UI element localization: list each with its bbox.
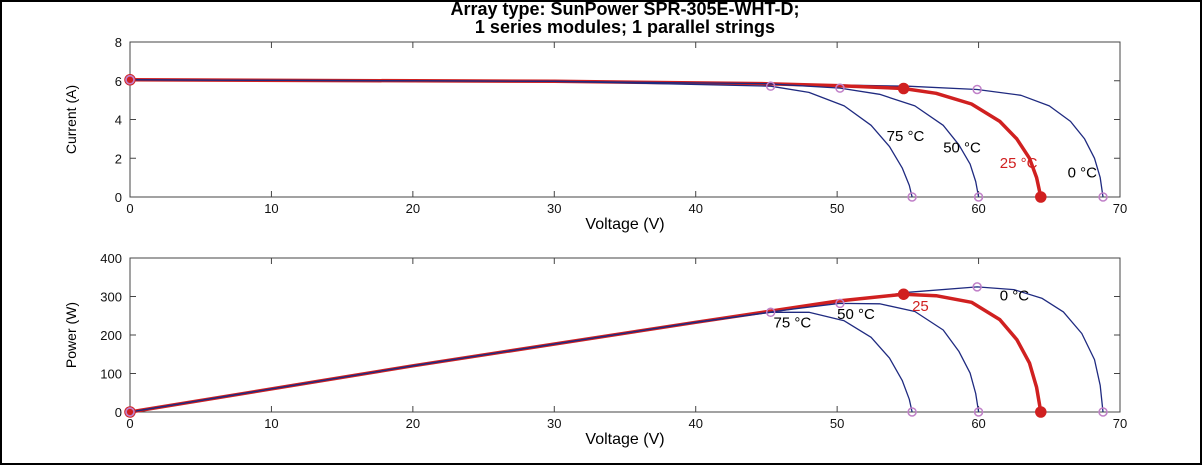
iv-x-tick-label: 10 <box>264 201 278 216</box>
pv-annotation: 50 °C <box>837 306 875 323</box>
pv-x-tick-label: 60 <box>971 416 985 431</box>
iv-data-point <box>765 81 776 91</box>
iv-y-tick-label: 6 <box>115 74 122 89</box>
iv-data-point <box>1035 191 1047 203</box>
pv-x-tick-label: 50 <box>830 416 844 431</box>
pv-y-tick-label: 300 <box>100 290 122 305</box>
pv-x-tick-label: 0 <box>126 416 133 431</box>
pv-data-point <box>972 282 982 292</box>
pv-data-point <box>1035 406 1047 418</box>
iv-curve-panel: 0 10 20 30 40 50 60 70 0 2 4 6 8 Voltage (V) Current (… <box>63 35 1127 233</box>
iv-x-tick-label: 50 <box>830 201 844 216</box>
iv-data-point <box>1098 192 1108 202</box>
iv-data-point <box>125 75 135 85</box>
pv-x-tick-label: 20 <box>406 416 420 431</box>
pv-data-point <box>907 407 917 417</box>
pv-y-tick-label: 100 <box>100 367 122 382</box>
iv-data-point <box>972 84 982 95</box>
pv-x-tick-label: 70 <box>1113 416 1127 431</box>
iv-series-line <box>129 79 980 198</box>
iv-data-point <box>897 82 910 95</box>
pv-x-tick-label: 40 <box>688 416 702 431</box>
iv-annotation: 50 °C <box>943 139 981 156</box>
iv-x-tick-label: 70 <box>1113 201 1127 216</box>
iv-x-tick-label: 40 <box>688 201 702 216</box>
iv-annotation: 75 °C <box>887 128 925 145</box>
pv-y-tick-label: 400 <box>100 251 122 266</box>
iv-y-axis-label: Current (A) <box>63 85 79 154</box>
iv-data-point <box>907 192 917 202</box>
pv-data-point <box>1098 407 1108 417</box>
pv-data-point <box>897 288 910 300</box>
pv-y-tick-label: 200 <box>100 328 122 343</box>
pv-data-point <box>125 407 135 417</box>
iv-y-tick-label: 8 <box>115 35 122 50</box>
pv-series-line <box>129 311 913 413</box>
iv-data-point <box>973 192 984 202</box>
pv-curve-panel: 0 10 20 30 40 50 60 70 0 100 200 300 400 Voltage (V) P… <box>63 251 1127 448</box>
iv-x-tick-label: 60 <box>971 201 985 216</box>
iv-annotation: 25 °C <box>1000 155 1038 172</box>
iv-annotation: 0 °C <box>1068 165 1098 182</box>
iv-y-tick-label: 4 <box>115 113 122 128</box>
pv-x-tick-label: 30 <box>547 416 561 431</box>
pv-data-point <box>973 407 984 417</box>
iv-y-tick-label: 0 <box>115 190 122 205</box>
chart-title-line-1: Array type: SunPower SPR-305E-WHT-D; <box>450 0 800 19</box>
iv-x-axis-label: Voltage (V) <box>585 216 664 233</box>
pv-annotation: 0 °C <box>1000 287 1030 304</box>
pv-x-tick-label: 10 <box>264 416 278 431</box>
pv-data-point <box>765 307 776 318</box>
iv-plot-area <box>129 41 1121 198</box>
pv-y-axis-label: Power (W) <box>63 302 79 368</box>
pv-annotation: 25 <box>912 298 929 315</box>
pv-x-axis-label: Voltage (V) <box>585 431 664 448</box>
chart-title-line-2: 1 series modules; 1 parallel strings <box>474 17 776 37</box>
iv-x-tick-label: 20 <box>406 201 420 216</box>
iv-series-line <box>129 79 913 198</box>
iv-y-tick-label: 2 <box>115 151 122 166</box>
iv-x-tick-label: 0 <box>126 201 133 216</box>
pv-data-point <box>835 298 845 309</box>
pv-y-tick-label: 0 <box>115 405 122 420</box>
iv-x-tick-label: 30 <box>547 201 561 216</box>
iv-data-point <box>835 83 845 93</box>
pv-annotation: 75 °C <box>774 314 812 331</box>
